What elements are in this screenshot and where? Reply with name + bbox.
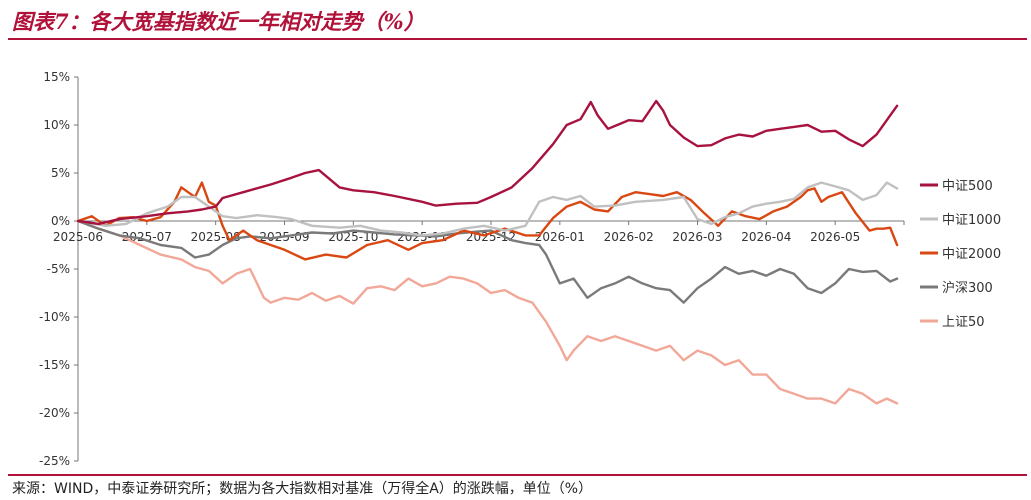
x-tick-label: 2026-03 — [672, 230, 722, 244]
series-lines — [76, 99, 899, 405]
y-tick-label: 10% — [43, 118, 70, 132]
x-tick-label: 2026-02 — [604, 230, 654, 244]
y-tick-label: 0% — [51, 214, 70, 228]
legend-entry: 中证1000 — [942, 213, 1001, 228]
series-line — [76, 219, 899, 405]
series-line — [76, 181, 899, 237]
x-tick-label: 2025-06 — [53, 230, 103, 244]
x-tick-label: 2026-05 — [810, 230, 860, 244]
series-line — [76, 181, 899, 261]
source-note: 来源：WIND，中泰证券研究所；数据为各大指数相对基准（万得全A）的涨跌幅，单位… — [12, 481, 593, 497]
series-line — [76, 219, 899, 304]
y-tick-label: -10% — [39, 310, 70, 324]
series-line — [76, 99, 899, 226]
y-tick-label: 5% — [51, 166, 70, 180]
x-tick-label: 2025-08 — [191, 230, 241, 244]
legend-entry: 上证50 — [942, 315, 985, 330]
x-tick-label: 2026-01 — [535, 230, 585, 244]
footer-rule — [8, 474, 1027, 476]
y-tick-label: -5% — [47, 262, 70, 276]
legend-entry: 沪深300 — [942, 280, 993, 296]
y-tick-label: -15% — [39, 358, 70, 372]
legend-entry: 中证2000 — [942, 247, 1001, 262]
title-rule — [8, 38, 1027, 40]
legend-entry: 中证500 — [942, 179, 993, 194]
y-tick-label: 15% — [43, 70, 70, 84]
chart-title: 图表7：各大宽基指数近一年相对走势（%） — [12, 9, 425, 34]
x-tick-label: 2025-07 — [122, 230, 172, 244]
y-tick-label: -25% — [39, 454, 70, 468]
x-tick-label: 2026-04 — [741, 230, 791, 244]
legend: 中证500 中证1000 中证2000 沪深300 上证50 — [920, 179, 1001, 330]
y-tick-label: -20% — [39, 406, 70, 420]
y-axis: -25% -20% -15% -10% -5% 0% 5% 10% 15% — [39, 70, 79, 468]
